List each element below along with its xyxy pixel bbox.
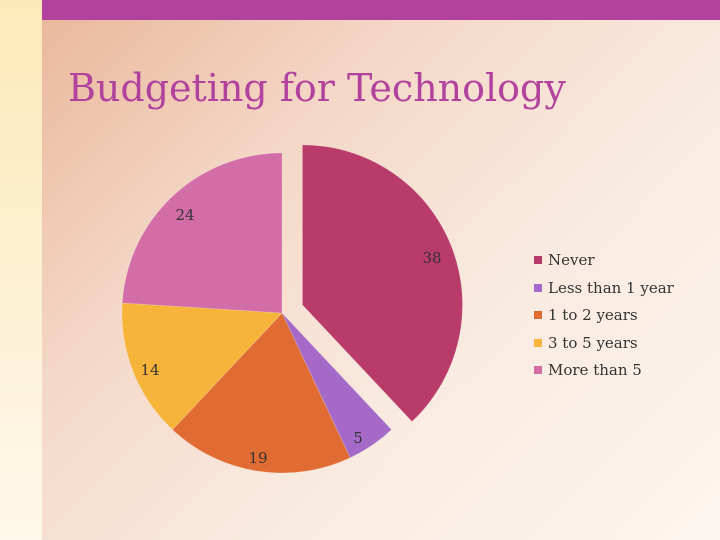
legend-label: Never xyxy=(548,251,595,269)
legend-item-more-than-5: More than 5 xyxy=(534,360,642,380)
data-label-1-to-2-years: 19 xyxy=(248,449,267,467)
pie-slice-more-than-5 xyxy=(121,152,283,314)
pie-slice-3-to-5-years xyxy=(121,302,284,431)
legend-item-1-to-2-years: 1 to 2 years xyxy=(534,305,638,325)
legend-label: 3 to 5 years xyxy=(548,333,638,352)
legend-swatch xyxy=(534,283,542,292)
legend-item-3-to-5-years: 3 to 5 years xyxy=(534,333,638,353)
legend-swatch xyxy=(534,311,542,319)
legend-label: More than 5 xyxy=(548,361,642,379)
data-label-never: 38 xyxy=(422,249,441,267)
slide-title: Budgeting for Technology xyxy=(68,66,566,110)
pie-slice-1-to-2-years xyxy=(171,312,351,474)
legend-item-less-than-1-year: Less than 1 year xyxy=(534,278,674,298)
legend-label: Less than 1 year xyxy=(548,278,674,297)
legend-label: 1 to 2 years xyxy=(548,306,638,324)
data-label-more-than-5: 24 xyxy=(175,206,194,224)
pie-slice-less-than-1-year xyxy=(281,312,393,459)
legend-swatch xyxy=(534,366,542,374)
data-label-3-to-5-years: 14 xyxy=(140,361,159,379)
pie-slice-never xyxy=(301,144,463,423)
data-label-less-than-1-year: 5 xyxy=(353,429,363,447)
legend-item-never: Never xyxy=(534,250,595,270)
legend-swatch xyxy=(534,338,542,347)
legend-swatch xyxy=(534,256,542,264)
left-decor-strip xyxy=(0,0,42,540)
top-accent-bar xyxy=(42,0,720,20)
